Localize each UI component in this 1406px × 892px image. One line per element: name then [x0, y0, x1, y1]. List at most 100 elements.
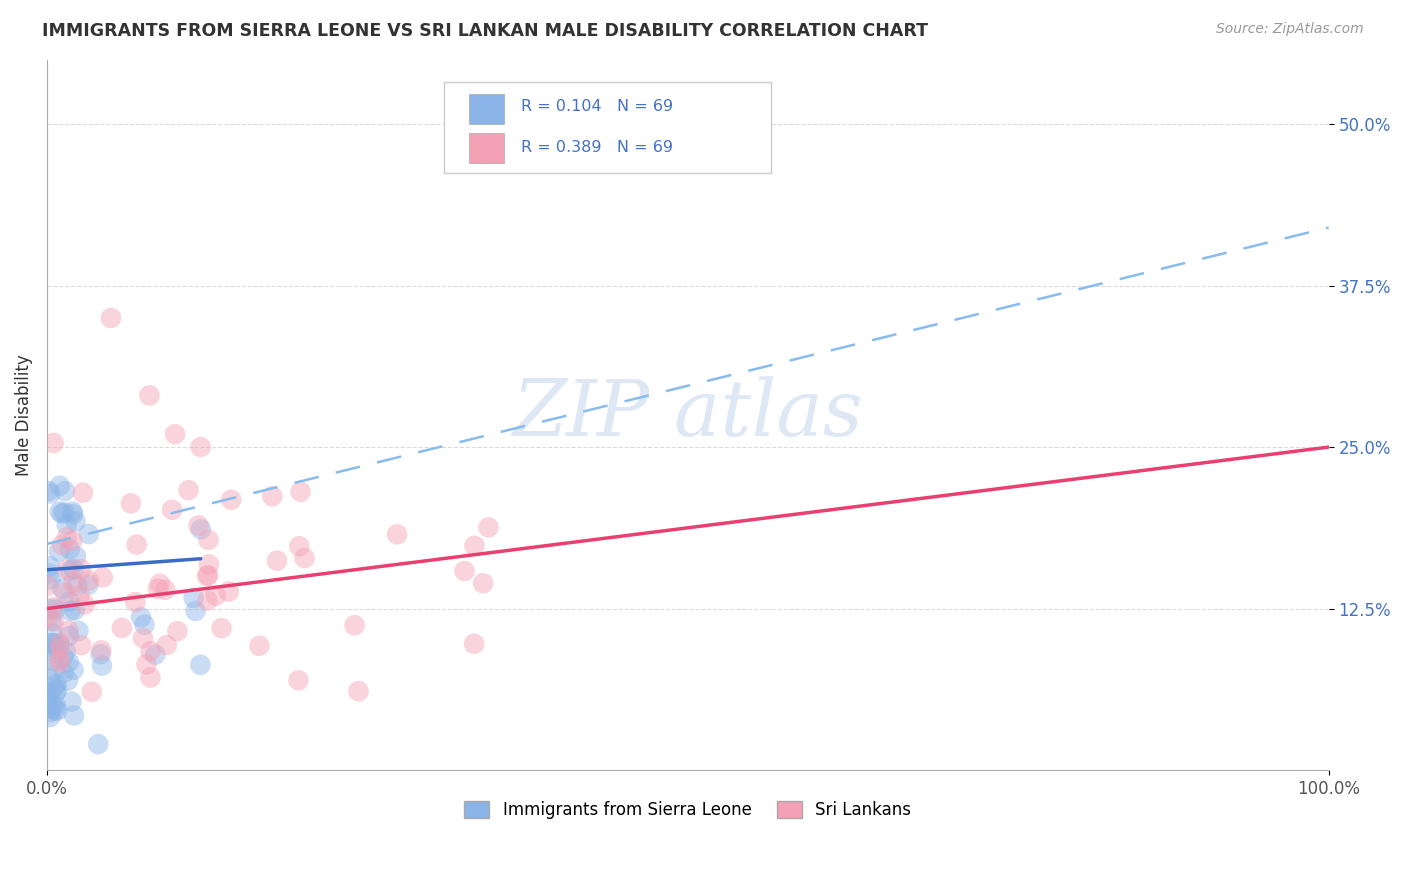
Point: [39, 705, 62, 719]
Point: [46, 682, 69, 697]
Point: [65, 515, 87, 529]
Point: [45, 685, 67, 699]
Point: [62, 576, 84, 591]
Point: [37, 483, 59, 498]
Point: [124, 595, 146, 609]
Point: [146, 582, 169, 596]
Point: [87, 737, 110, 751]
Point: [52, 665, 75, 680]
Point: [262, 489, 284, 503]
Text: IMMIGRANTS FROM SIERRA LEONE VS SRI LANKAN MALE DISABILITY CORRELATION CHART: IMMIGRANTS FROM SIERRA LEONE VS SRI LANK…: [42, 22, 928, 40]
Point: [183, 591, 205, 605]
Point: [49, 656, 72, 670]
Point: [48, 479, 70, 493]
Point: [51, 507, 73, 521]
Point: [59, 604, 82, 618]
Point: [177, 483, 200, 497]
Point: [129, 610, 152, 624]
Point: [463, 637, 485, 651]
Point: [195, 569, 218, 583]
Point: [49, 641, 72, 656]
Point: [198, 558, 221, 572]
Point: [90, 647, 112, 661]
Point: [266, 554, 288, 568]
Point: [453, 564, 475, 578]
Point: [166, 624, 188, 639]
Point: [138, 388, 160, 402]
Point: [38, 672, 60, 686]
Text: ZIP atlas: ZIP atlas: [512, 376, 863, 453]
Point: [37, 692, 59, 706]
Point: [39, 602, 62, 616]
Point: [77, 527, 100, 541]
Point: [197, 533, 219, 547]
Point: [149, 577, 172, 591]
Point: [51, 538, 73, 552]
Point: [75, 598, 97, 612]
FancyBboxPatch shape: [444, 82, 770, 173]
Point: [53, 506, 76, 520]
Point: [160, 503, 183, 517]
Point: [44, 602, 66, 616]
Point: [38, 644, 60, 658]
Point: [38, 559, 60, 574]
Point: [72, 485, 94, 500]
Point: [143, 648, 166, 662]
Point: [91, 658, 114, 673]
Point: [70, 562, 93, 576]
Point: [62, 507, 84, 521]
Point: [49, 636, 72, 650]
Point: [44, 704, 66, 718]
Point: [287, 673, 309, 688]
Point: [155, 582, 177, 597]
Point: [77, 574, 100, 588]
Point: [42, 615, 65, 629]
Point: [63, 603, 86, 617]
Point: [58, 595, 80, 609]
Point: [42, 436, 65, 450]
Point: [48, 505, 70, 519]
Point: [343, 618, 366, 632]
Legend: Immigrants from Sierra Leone, Sri Lankans: Immigrants from Sierra Leone, Sri Lankan…: [458, 794, 918, 826]
Point: [44, 664, 66, 678]
Point: [190, 657, 212, 672]
Point: [190, 522, 212, 536]
Text: Source: ZipAtlas.com: Source: ZipAtlas.com: [1216, 22, 1364, 37]
Point: [44, 636, 66, 650]
Point: [45, 698, 67, 713]
Point: [48, 637, 70, 651]
Point: [58, 624, 80, 638]
Point: [41, 636, 63, 650]
Point: [42, 654, 65, 668]
Point: [62, 505, 84, 519]
Point: [37, 579, 59, 593]
Point: [45, 677, 67, 691]
Point: [218, 584, 240, 599]
Point: [219, 492, 242, 507]
Point: [46, 703, 69, 717]
Point: [477, 520, 499, 534]
Point: [41, 626, 63, 640]
Point: [463, 539, 485, 553]
Point: [347, 684, 370, 698]
Point: [132, 631, 155, 645]
Point: [52, 649, 75, 664]
Point: [41, 636, 63, 650]
Point: [156, 638, 179, 652]
Point: [195, 593, 218, 607]
Point: [66, 579, 89, 593]
Point: [58, 655, 80, 669]
Point: [90, 643, 112, 657]
Point: [53, 586, 76, 600]
Point: [59, 542, 82, 557]
Point: [48, 544, 70, 558]
Point: [60, 694, 83, 708]
Point: [139, 671, 162, 685]
Point: [46, 643, 69, 657]
Point: [41, 702, 63, 716]
Point: [51, 582, 73, 596]
Point: [135, 657, 157, 672]
Point: [80, 684, 103, 698]
Point: [38, 566, 60, 581]
Point: [190, 440, 212, 454]
